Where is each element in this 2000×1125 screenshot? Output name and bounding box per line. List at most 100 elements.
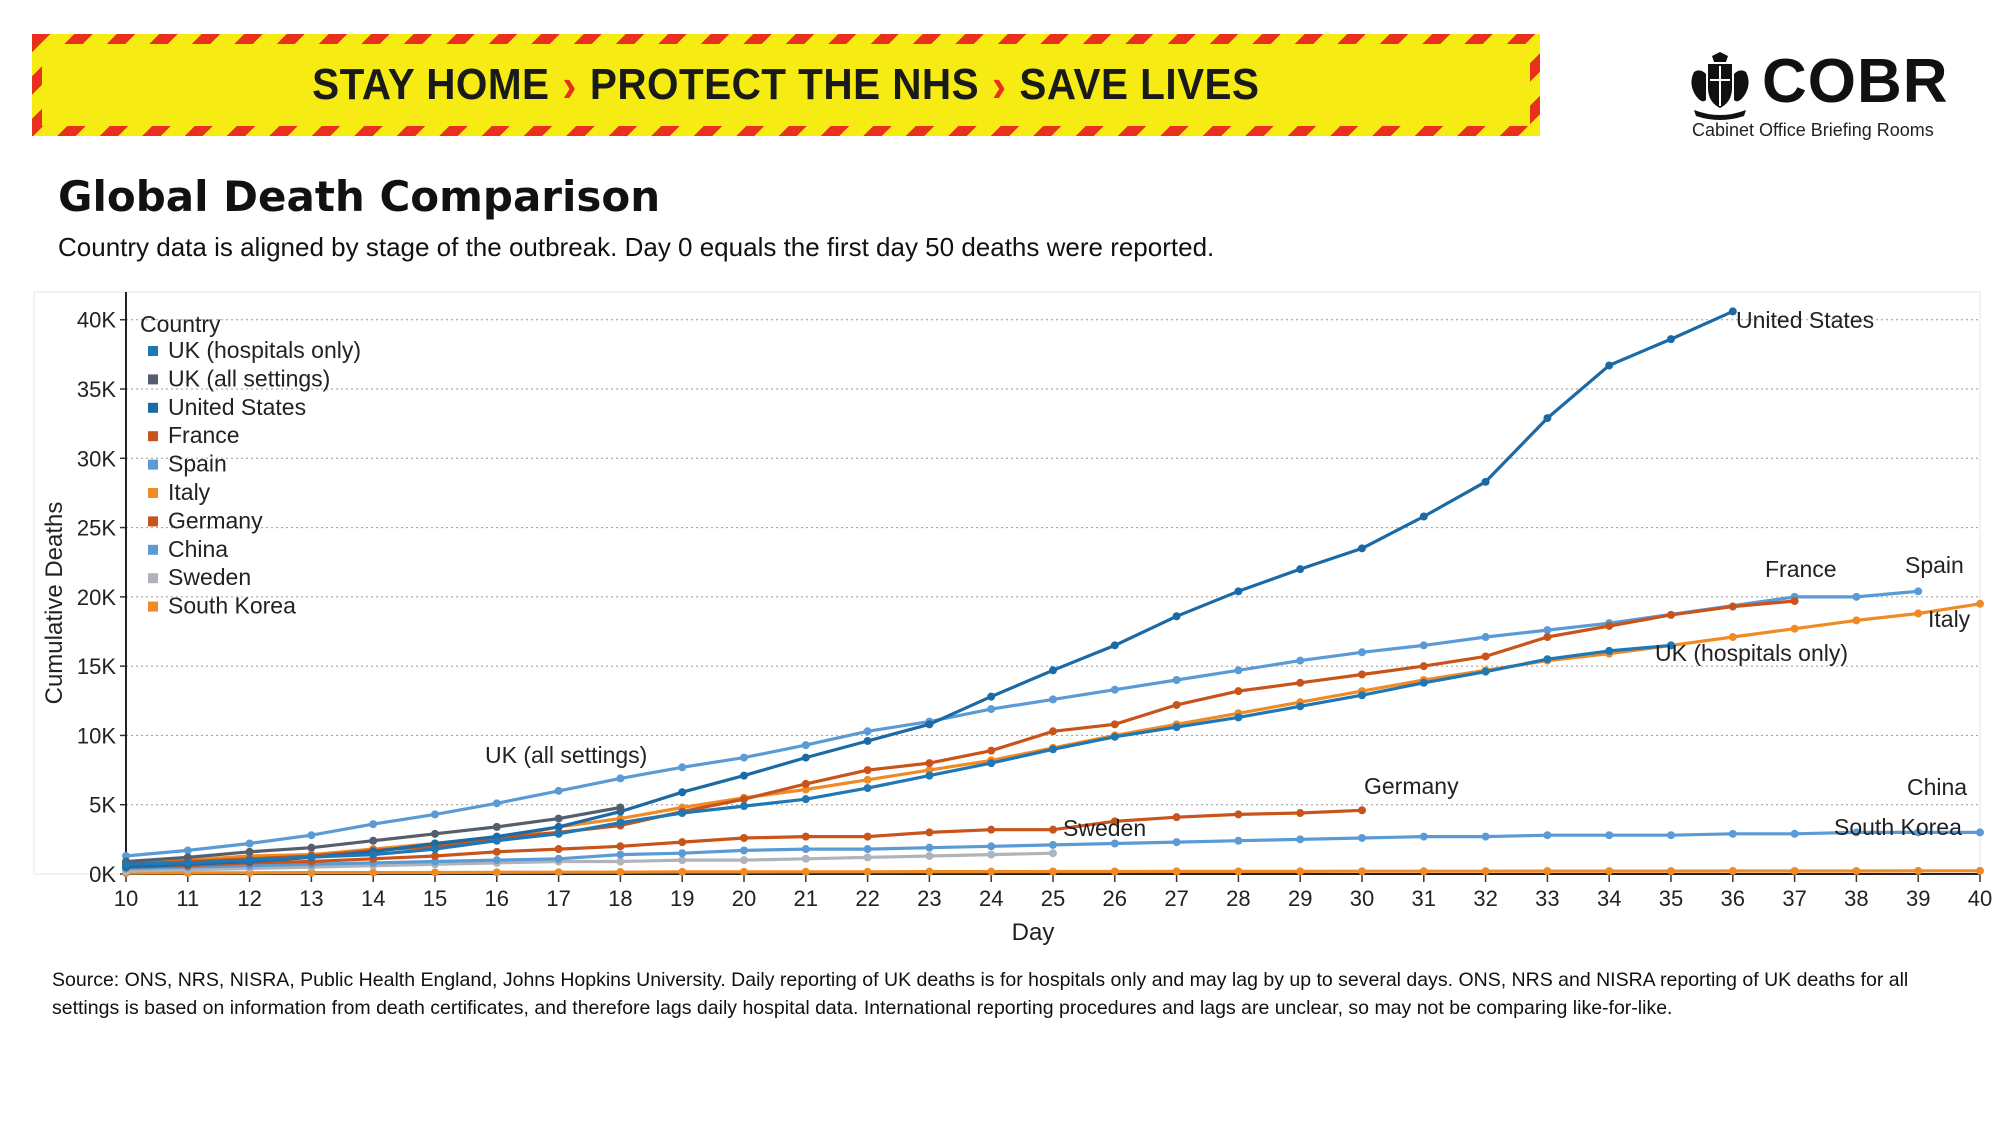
data-point-china (987, 842, 996, 851)
data-point-spain (245, 839, 254, 848)
legend-label-uk-hospitals-only: UK (hospitals only) (168, 337, 361, 363)
label-layer: UK (hospitals only) UK (all settings) Unit… (485, 307, 1971, 841)
y-tick-label: 20K (77, 585, 116, 610)
data-point-uk-all-settings (245, 847, 254, 856)
data-point-china (1728, 829, 1737, 838)
data-point-south-korea (1543, 867, 1552, 876)
data-point-united-states (740, 771, 748, 780)
data-point-uk-hospitals-only (307, 852, 316, 861)
data-point-spain (1110, 685, 1119, 694)
data-point-south-korea (925, 867, 934, 876)
x-tick-label: 34 (1597, 886, 1621, 911)
source-note: Source: ONS, NRS, NISRA, Public Health E… (52, 969, 1909, 1019)
data-point-france (1419, 662, 1428, 671)
data-point-germany (554, 845, 563, 854)
legend-label-france: France (168, 422, 240, 448)
data-point-france (1110, 720, 1119, 729)
data-point-uk-all-settings (616, 803, 625, 812)
x-tick-label: 25 (1041, 886, 1065, 911)
data-point-france (987, 746, 996, 755)
x-tick-label: 29 (1288, 886, 1312, 911)
data-point-south-korea (431, 868, 439, 877)
data-point-china (1543, 831, 1552, 840)
series-label-uk-all-settings: UK (all settings) (485, 742, 647, 768)
data-point-uk-hospitals-only (492, 836, 501, 845)
data-point-south-korea (1914, 866, 1923, 875)
legend-swatch-uk-all-settings (148, 374, 158, 385)
data-point-spain (1481, 633, 1490, 642)
chevron-right-icon: › (562, 59, 578, 111)
data-point-france (1790, 597, 1799, 606)
x-tick-label: 40 (1968, 886, 1992, 911)
data-point-sweden (987, 850, 996, 859)
legend-swatch-france (148, 431, 158, 442)
data-point-france (925, 759, 934, 768)
data-point-sweden (925, 851, 934, 860)
legend-label-germany: Germany (168, 507, 263, 533)
axis-layer: 0K 5K 10K 15K 20K 25K 30K 35K 40K 10 11 12 13 14 15 16 1… (33, 291, 1992, 946)
data-point-china (554, 854, 563, 863)
y-tick-label: 25K (77, 516, 116, 541)
data-point-united-states (863, 736, 872, 745)
data-point-united-states (431, 839, 439, 848)
stay-home-banner: STAY HOME › PROTECT THE NHS › SAVE LIVES (32, 34, 1540, 136)
data-point-germany (616, 842, 625, 851)
series-line-sweden (125, 851, 1054, 873)
legend-swatch-china (148, 544, 158, 555)
cobr-subtitle: Cabinet Office Briefing Rooms (1692, 120, 1934, 140)
series-line-united-states (125, 309, 1734, 869)
legend-swatch-italy (148, 488, 158, 498)
data-point-italy (925, 766, 934, 775)
data-point-south-korea (1481, 867, 1490, 876)
legend-label-spain: Spain (168, 451, 227, 477)
data-point-united-states (554, 822, 563, 831)
data-point-uk-hospitals-only (678, 809, 687, 818)
x-axis-title: Day (1012, 919, 1055, 946)
data-point-uk-all-settings (554, 814, 563, 823)
data-point-united-states (1481, 477, 1490, 486)
x-tick-label: 32 (1473, 886, 1497, 911)
data-point-italy (1852, 616, 1861, 625)
x-tick-label: 30 (1350, 886, 1374, 911)
data-point-sweden (801, 854, 810, 863)
data-point-spain (1543, 626, 1552, 635)
data-point-sweden (740, 856, 748, 865)
data-point-uk-all-settings (431, 829, 439, 838)
data-point-germany (1049, 825, 1057, 834)
data-point-uk-hospitals-only (1110, 732, 1119, 741)
data-point-china (1481, 832, 1490, 841)
data-point-south-korea (801, 867, 810, 876)
x-tick-label: 11 (176, 886, 199, 911)
legend-swatch-spain (148, 459, 158, 470)
data-point-uk-hospitals-only (245, 856, 254, 865)
data-point-south-korea (987, 867, 996, 876)
x-tick-label: 35 (1659, 886, 1683, 911)
data-point-china (740, 846, 748, 855)
data-point-south-korea (1790, 866, 1799, 875)
data-point-uk-hospitals-only (1234, 713, 1243, 722)
chevron-right-icon: › (992, 59, 1007, 111)
page-title: Global Death Comparison (58, 172, 661, 221)
x-tick-label: 33 (1535, 886, 1559, 911)
x-tick-label: 22 (855, 886, 879, 911)
data-point-italy (863, 775, 872, 784)
data-point-south-korea (1172, 867, 1181, 876)
data-point-united-states (1419, 512, 1428, 521)
data-point-germany (925, 828, 934, 837)
data-point-south-korea (616, 868, 625, 877)
data-point-south-korea (1419, 867, 1428, 876)
data-point-uk-hospitals-only (801, 795, 810, 804)
x-tick-label: 12 (237, 886, 261, 911)
page-subtitle: Country data is aligned by stage of the … (58, 232, 1215, 262)
data-point-france (1543, 633, 1552, 642)
data-point-spain (431, 810, 439, 819)
series-line-spain (125, 589, 1919, 858)
x-tick-label: 27 (1164, 886, 1188, 911)
data-point-south-korea (1852, 866, 1861, 875)
x-tick-label: 38 (1844, 886, 1868, 911)
data-point-sweden (1049, 849, 1057, 858)
data-point-sweden (678, 856, 687, 865)
x-tick-label: 31 (1412, 886, 1436, 911)
